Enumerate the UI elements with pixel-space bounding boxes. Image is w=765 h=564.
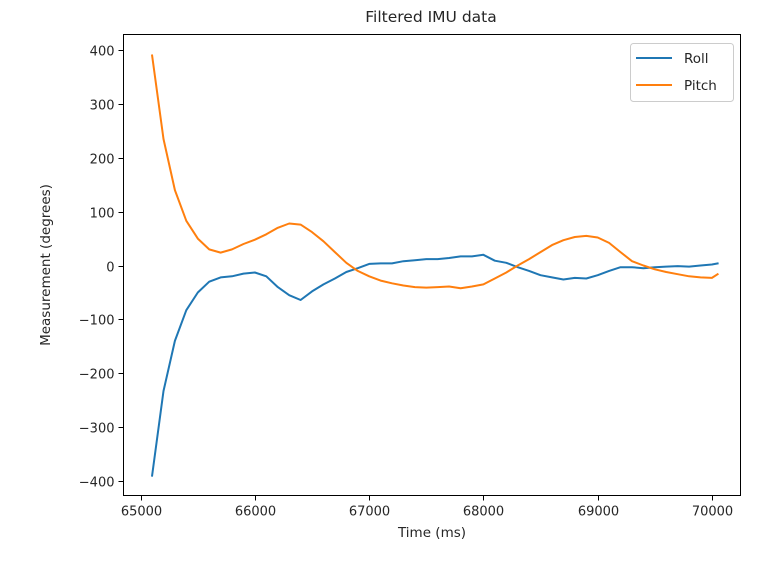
series-line-pitch xyxy=(150,54,719,290)
y-tick-label: −400 xyxy=(79,476,115,491)
chart-title: Filtered IMU data xyxy=(365,8,496,26)
y-tick-label: 0 xyxy=(106,261,114,276)
y-tick-label: 100 xyxy=(90,207,115,222)
legend: Roll Pitch xyxy=(630,43,734,102)
x-tick-label: 70000 xyxy=(692,505,733,520)
plot-area xyxy=(123,34,741,496)
axes-frame xyxy=(123,34,741,496)
x-axis-label: Time (ms) xyxy=(397,525,466,541)
x-axis: 65000 66000 67000 68000 69000 70000 xyxy=(121,495,733,520)
axes-background xyxy=(123,34,741,496)
x-tick-label: 69000 xyxy=(578,505,619,520)
y-tick-label: 300 xyxy=(90,99,115,114)
legend-frame xyxy=(630,43,734,102)
legend-roll-label: Roll xyxy=(684,51,709,67)
legend-pitch-label: Pitch xyxy=(684,78,717,94)
y-axis: 400 300 200 100 0 −100 −200 −300 −400 xyxy=(79,45,124,491)
y-axis-label: Measurement (degrees) xyxy=(38,184,54,346)
y-tick-label: −200 xyxy=(79,368,115,383)
x-tick-label: 68000 xyxy=(463,505,504,520)
x-tick-label: 65000 xyxy=(121,505,162,520)
y-tick-label: −100 xyxy=(79,314,115,329)
y-tick-label: 400 xyxy=(90,45,115,60)
y-tick-label: 200 xyxy=(90,153,115,168)
series-layer xyxy=(150,54,719,477)
y-tick-label: −300 xyxy=(79,422,115,437)
x-tick-label: 66000 xyxy=(235,505,276,520)
x-tick-label: 67000 xyxy=(349,505,390,520)
series-line-roll xyxy=(150,253,719,477)
